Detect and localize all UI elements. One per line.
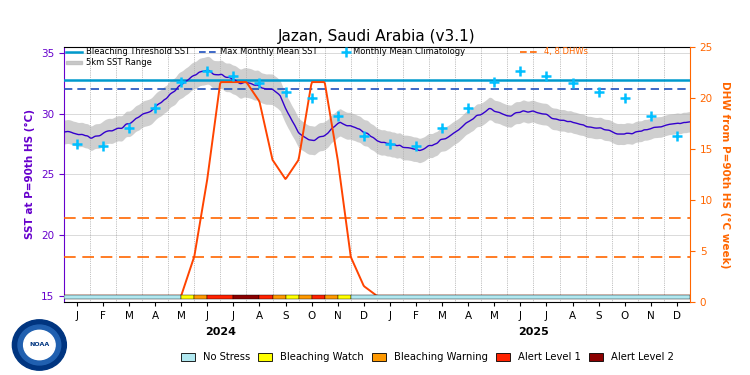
Y-axis label: DHW from P=90th HS (°C week): DHW from P=90th HS (°C week) [719,81,730,268]
Text: NOAA: NOAA [29,342,50,348]
Bar [64,295,182,299]
Bar [325,295,338,299]
Text: Max Monthly Mean SST: Max Monthly Mean SST [220,47,318,56]
Text: Bleaching Threshold SST: Bleaching Threshold SST [86,47,190,56]
Text: 2025: 2025 [518,327,549,337]
Text: 4, 8 DHWs: 4, 8 DHWs [544,47,588,56]
Text: Monthly Mean Climatology: Monthly Mean Climatology [353,47,466,56]
Circle shape [18,325,61,365]
Circle shape [12,320,66,370]
Bar [351,295,690,299]
Bar [182,295,194,299]
Text: 5km SST Range: 5km SST Range [86,58,152,67]
Text: 2024: 2024 [205,327,236,337]
Bar [260,295,272,299]
Bar [286,295,298,299]
Legend: No Stress, Bleaching Watch, Bleaching Warning, Alert Level 1, Alert Level 2: No Stress, Bleaching Watch, Bleaching Wa… [177,348,678,366]
Circle shape [24,330,56,360]
Bar [272,295,286,299]
Bar [338,295,351,299]
Title: Jazan, Saudi Arabia (v3.1): Jazan, Saudi Arabia (v3.1) [278,29,476,44]
Bar [194,295,207,299]
Bar [207,295,233,299]
Bar [298,295,312,299]
Y-axis label: SST at P=90th HS (°C): SST at P=90th HS (°C) [26,110,35,239]
Bar [233,295,260,299]
Bar [312,295,325,299]
